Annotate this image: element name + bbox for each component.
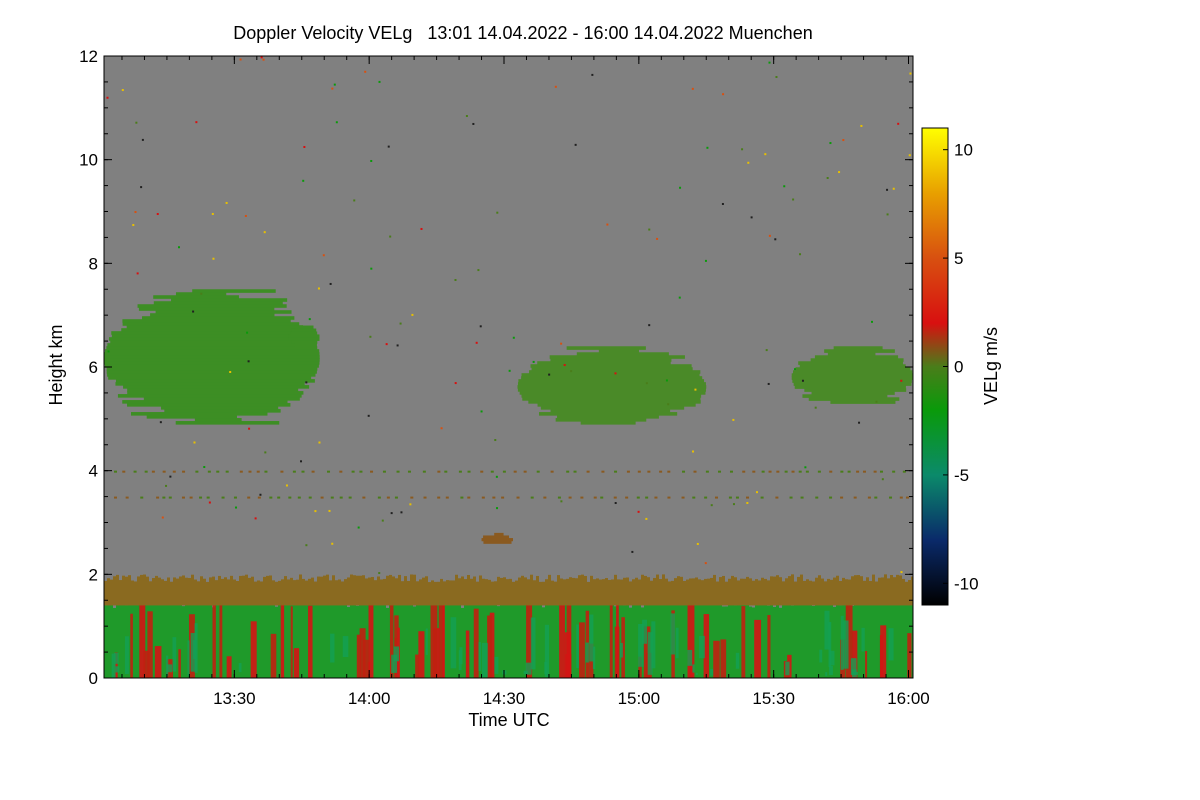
colorbar-tick-label: -5: [954, 466, 969, 485]
heatmap-region-cloud-middle: [517, 346, 707, 425]
x-axis-label: Time UTC: [468, 710, 549, 730]
y-tick-label: 8: [89, 254, 98, 273]
x-tick-label: 16:00: [887, 689, 930, 708]
y-axis-label: Height km: [46, 324, 66, 405]
heatmap-region-cloud-small: [288, 325, 320, 347]
heatmap-region-boundary-layer: [104, 584, 913, 678]
y-tick-label: 2: [89, 565, 98, 584]
y-tick-label: 12: [79, 47, 98, 66]
y-tick-label: 6: [89, 358, 98, 377]
colorbar-tick-label: 5: [954, 249, 963, 268]
x-tick-label: 15:30: [752, 689, 795, 708]
x-tick-label: 14:00: [348, 689, 391, 708]
heatmap-region-patch-2.7km: [481, 532, 513, 544]
heatmap-region-cloud-left: [104, 289, 320, 425]
y-tick-label: 4: [89, 462, 98, 481]
x-tick-label: 13:30: [213, 689, 256, 708]
heatmap-region-boundary-layer-top: [104, 574, 913, 606]
x-tick-label: 14:30: [483, 689, 526, 708]
x-tick-label: 15:00: [618, 689, 661, 708]
colorbar-label: VELg m/s: [981, 327, 1001, 405]
y-tick-label: 0: [89, 669, 98, 688]
colorbar-tick-label: -10: [954, 574, 979, 593]
chart-title: Doppler Velocity VELg 13:01 14.04.2022 -…: [233, 23, 812, 43]
colorbar-tick-label: 0: [954, 358, 963, 377]
y-tick-label: 10: [79, 151, 98, 170]
colorbar-tick-label: 10: [954, 141, 973, 160]
heatmap-region-cloud-right: [791, 346, 913, 404]
